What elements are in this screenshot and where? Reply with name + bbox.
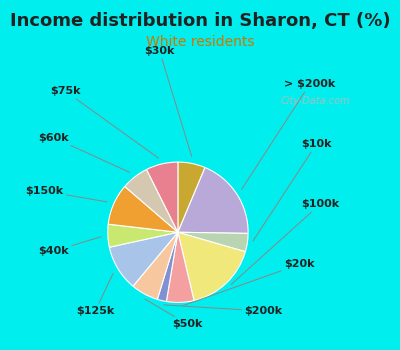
Wedge shape [146,162,178,232]
Text: $20k: $20k [183,259,314,306]
Text: City-Data.com: City-Data.com [281,96,350,106]
Text: $30k: $30k [144,46,192,157]
Wedge shape [178,232,245,301]
Text: White residents: White residents [146,35,254,49]
Wedge shape [178,162,205,232]
Wedge shape [109,232,178,286]
Text: $40k: $40k [38,237,101,256]
Wedge shape [178,232,248,252]
Wedge shape [108,187,178,232]
Text: $125k: $125k [76,273,114,316]
Wedge shape [125,169,178,232]
Wedge shape [133,232,178,299]
Wedge shape [166,232,194,302]
Text: $150k: $150k [25,186,107,202]
Text: $200k: $200k [164,305,282,316]
Wedge shape [157,232,178,301]
Text: $100k: $100k [231,199,339,284]
Text: $60k: $60k [38,133,130,173]
Wedge shape [108,224,178,247]
Text: Income distribution in Sharon, CT (%): Income distribution in Sharon, CT (%) [10,12,390,30]
Text: $50k: $50k [145,299,203,329]
Text: $75k: $75k [50,86,158,158]
Text: $10k: $10k [253,139,332,241]
Wedge shape [178,168,248,233]
Text: > $200k: > $200k [242,79,335,189]
